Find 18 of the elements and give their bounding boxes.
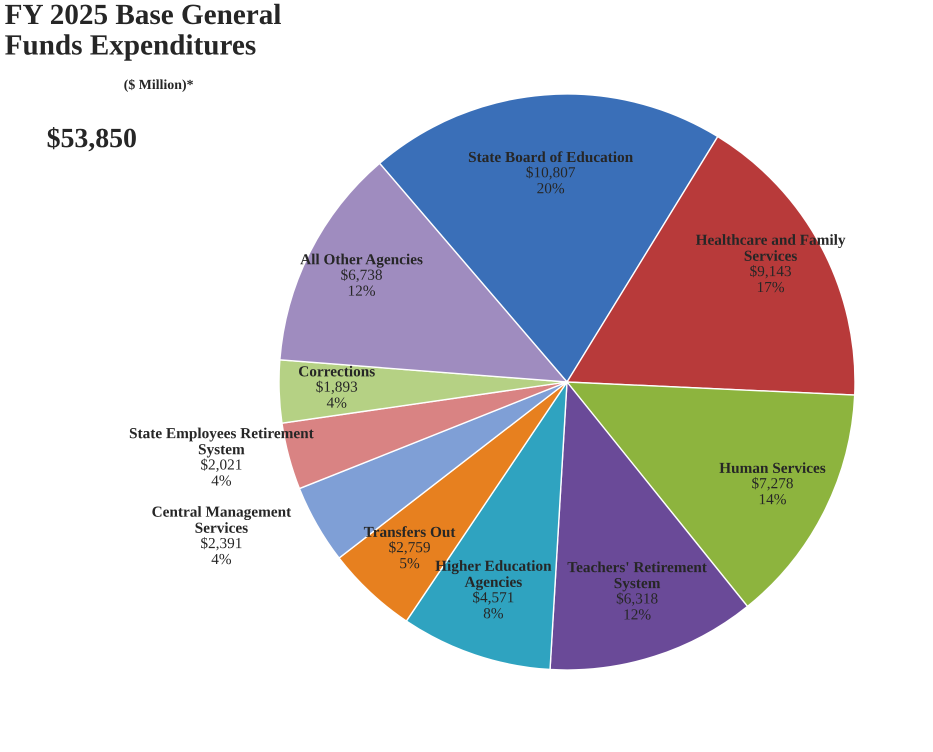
data-label: $9,143 17% (750, 265, 791, 292)
slice-label: Corrections (299, 366, 375, 376)
chart-subtitle: ($ Million)* (124, 78, 193, 92)
slice-label: State Board of Education (468, 151, 633, 162)
data-label: $2,759 5% (389, 541, 430, 568)
data-label: $6,738 12% (341, 268, 382, 296)
chart-title: FY 2025 Base General Funds Expenditures (5, 4, 281, 61)
data-label: $6,318 12% (616, 592, 658, 620)
slice-label: Central Management Services (152, 506, 292, 533)
data-label: $4,571 8% (473, 591, 514, 618)
data-label: $2,021 4% (201, 458, 242, 486)
data-label: $1,893 4% (316, 380, 358, 408)
data-label: $10,807 20% (526, 166, 576, 194)
data-label: $2,391 4% (201, 537, 242, 564)
slice-label: Teachers' Retirement System (568, 562, 707, 592)
data-label: $7,278 14% (752, 477, 793, 504)
slice-label: Human Services (719, 462, 826, 474)
text: $53,850 (48, 127, 136, 152)
